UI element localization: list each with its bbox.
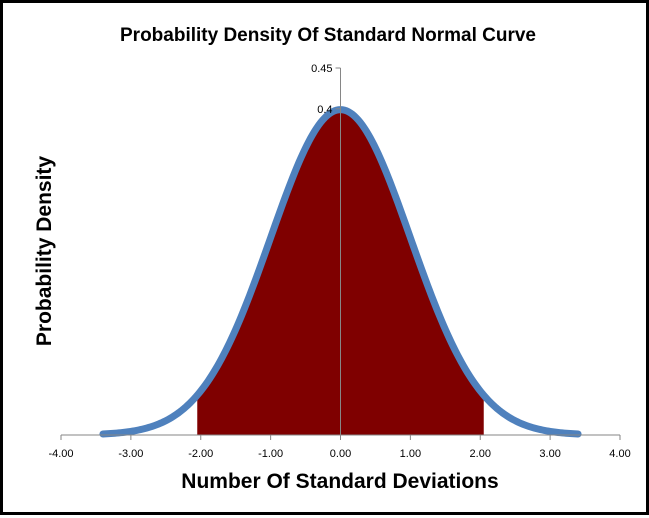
x-tick-label: 2.00 xyxy=(470,448,491,460)
y-tick-label: 0.45 xyxy=(311,63,332,75)
y-axis-label: Probability Density xyxy=(33,156,56,347)
x-tick-label: 1.00 xyxy=(400,448,421,460)
x-tick-label: -4.00 xyxy=(48,448,73,460)
x-tick-label: -3.00 xyxy=(118,448,143,460)
chart-svg: Probability Density Of Standard Normal C… xyxy=(33,25,631,493)
x-tick-label: 0.00 xyxy=(330,448,351,460)
x-tick-label: -1.00 xyxy=(258,448,283,460)
x-tick-group: -4.00 -3.00 -2.00 -1.00 0.00 1.00 2.00 3.00 4.00 xyxy=(48,435,631,460)
chart-title: Probability Density Of Standard Normal C… xyxy=(120,25,536,46)
y-tick-label: 0.4 xyxy=(317,104,332,116)
x-tick-label: -2.00 xyxy=(188,448,213,460)
y-tick-group: 0.4 0.45 xyxy=(311,63,341,116)
x-tick-label: 4.00 xyxy=(609,448,630,460)
x-tick-label: 3.00 xyxy=(539,448,560,460)
x-axis-label: Number Of Standard Deviations xyxy=(181,470,498,493)
